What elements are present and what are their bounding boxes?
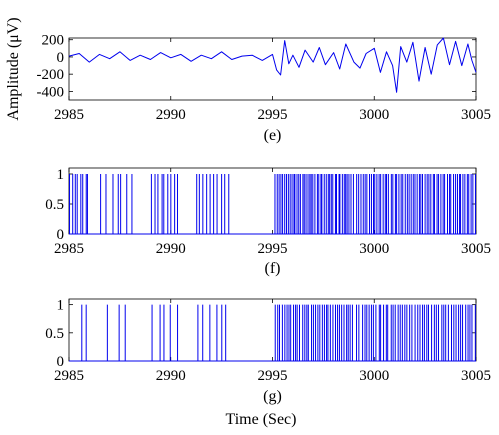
x-tick-label: 2990 — [156, 107, 186, 123]
amplitude-series-line — [68, 37, 477, 93]
x-tick-label: 2995 — [258, 107, 288, 123]
x-axis-label: Time (Sec) — [226, 411, 297, 428]
x-tick-label: 2995 — [258, 368, 288, 384]
x-tick-label: 3000 — [359, 107, 389, 123]
x-tick-label: 2990 — [156, 368, 186, 384]
panel-caption: (e) — [264, 127, 282, 144]
x-tick-label: 3000 — [359, 241, 389, 257]
y-tick-label: 0 — [57, 227, 65, 243]
x-tick-label: 3000 — [359, 368, 389, 384]
x-tick-label: 2985 — [54, 368, 84, 384]
x-tick-label: 2990 — [156, 241, 186, 257]
y-tick-label: -200 — [37, 67, 65, 83]
x-tick-label: 2985 — [54, 107, 84, 123]
y-tick-label: 1 — [57, 298, 65, 314]
y-axis-label: Amplitude (μV) — [5, 17, 22, 120]
y-tick-label: 200 — [42, 33, 65, 49]
y-tick-label: 0 — [57, 354, 65, 370]
y-tick-label: 0.5 — [45, 326, 64, 342]
y-tick-label: 1 — [57, 167, 65, 183]
x-tick-label: 3005 — [461, 241, 491, 257]
panel-caption: (f) — [265, 260, 281, 277]
panel-caption: (g) — [263, 388, 282, 405]
panel-f: 2985 2990 2995 3000 3005 1 0.5 0 (f) — [45, 167, 491, 277]
panel-g: 2985 2990 2995 3000 3005 1 0.5 0 (g) — [45, 298, 491, 405]
x-tick-label: 3005 — [461, 107, 491, 123]
y-tick-label: 0.5 — [45, 197, 64, 213]
x-tick-label: 3005 — [461, 368, 491, 384]
y-tick-label: -400 — [37, 84, 65, 100]
x-tick-label: 2995 — [258, 241, 288, 257]
panels: 2985 2990 2995 3000 30052000-200-400(e)Ampli… — [5, 17, 491, 405]
x-tick-label: 2985 — [54, 241, 84, 257]
y-tick-label: 0 — [57, 50, 65, 66]
plot-frame — [68, 37, 477, 101]
